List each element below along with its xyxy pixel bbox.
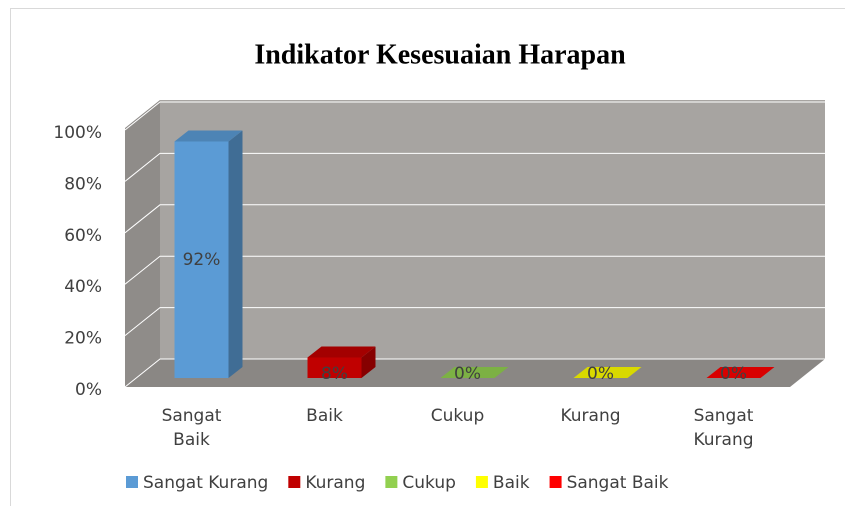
grid-line xyxy=(124,358,825,388)
bar-top xyxy=(307,346,376,358)
side-wall xyxy=(125,100,160,387)
bar-top xyxy=(174,130,243,142)
data-label: 0% xyxy=(720,364,747,384)
x-tick-label-box: Kurang xyxy=(560,406,621,426)
legend-label: Cukup xyxy=(402,473,456,493)
data-label: 0% xyxy=(454,364,481,384)
data-label: 0% xyxy=(587,364,614,384)
y-tick-label: 0% xyxy=(75,380,102,400)
x-tick-label-box: Baik xyxy=(306,406,343,426)
legend-swatch xyxy=(126,476,138,488)
bar-top xyxy=(706,367,775,378)
grid-line xyxy=(124,255,825,285)
data-label: 92% xyxy=(183,250,221,270)
x-tick-label-box: Sangat Kurang xyxy=(693,406,754,450)
chart-border xyxy=(10,8,845,506)
chart-title: Indikator Kesesuaian Harapan xyxy=(254,39,626,70)
grid-line xyxy=(124,101,825,131)
y-tick-label: 20% xyxy=(64,329,102,349)
bar-top xyxy=(573,367,642,378)
bar-front xyxy=(307,357,362,378)
bar xyxy=(706,367,775,378)
bar xyxy=(174,130,243,378)
bar-side xyxy=(228,130,243,378)
legend-swatch xyxy=(385,476,398,488)
bar xyxy=(440,367,509,378)
x-tick-label: Baik xyxy=(306,406,343,426)
x-tick-label: Kurang xyxy=(560,406,621,426)
y-tick-label: 40% xyxy=(64,277,102,297)
y-tick-label: 60% xyxy=(64,226,102,246)
bar xyxy=(573,367,642,378)
legend-swatch xyxy=(549,476,562,488)
x-tick-label: Sangat Kurang xyxy=(693,406,754,450)
legend-label: Sangat Kurang xyxy=(143,473,268,493)
grid-line xyxy=(124,204,825,234)
legend-swatch xyxy=(288,476,301,488)
legend-label: Sangat Baik xyxy=(567,473,669,493)
grid-line xyxy=(124,307,825,336)
y-tick-label: 80% xyxy=(64,174,102,194)
x-tick-label-box: Sangat Baik xyxy=(161,406,222,450)
bar-side xyxy=(361,346,376,378)
legend-label: Kurang xyxy=(305,473,365,493)
x-tick-label: Cukup xyxy=(430,406,485,426)
y-tick-label: 100% xyxy=(53,123,102,143)
legend-swatch xyxy=(475,476,488,488)
legend-label: Baik xyxy=(493,473,530,493)
back-wall xyxy=(160,100,825,359)
bar xyxy=(307,346,376,378)
bar-front xyxy=(174,141,229,378)
data-label: 8% xyxy=(321,364,348,384)
bar-top xyxy=(440,367,509,378)
x-tick-label-box: Cukup xyxy=(430,406,485,426)
x-tick-label: Sangat Baik xyxy=(161,406,222,450)
grid-line xyxy=(124,152,825,182)
